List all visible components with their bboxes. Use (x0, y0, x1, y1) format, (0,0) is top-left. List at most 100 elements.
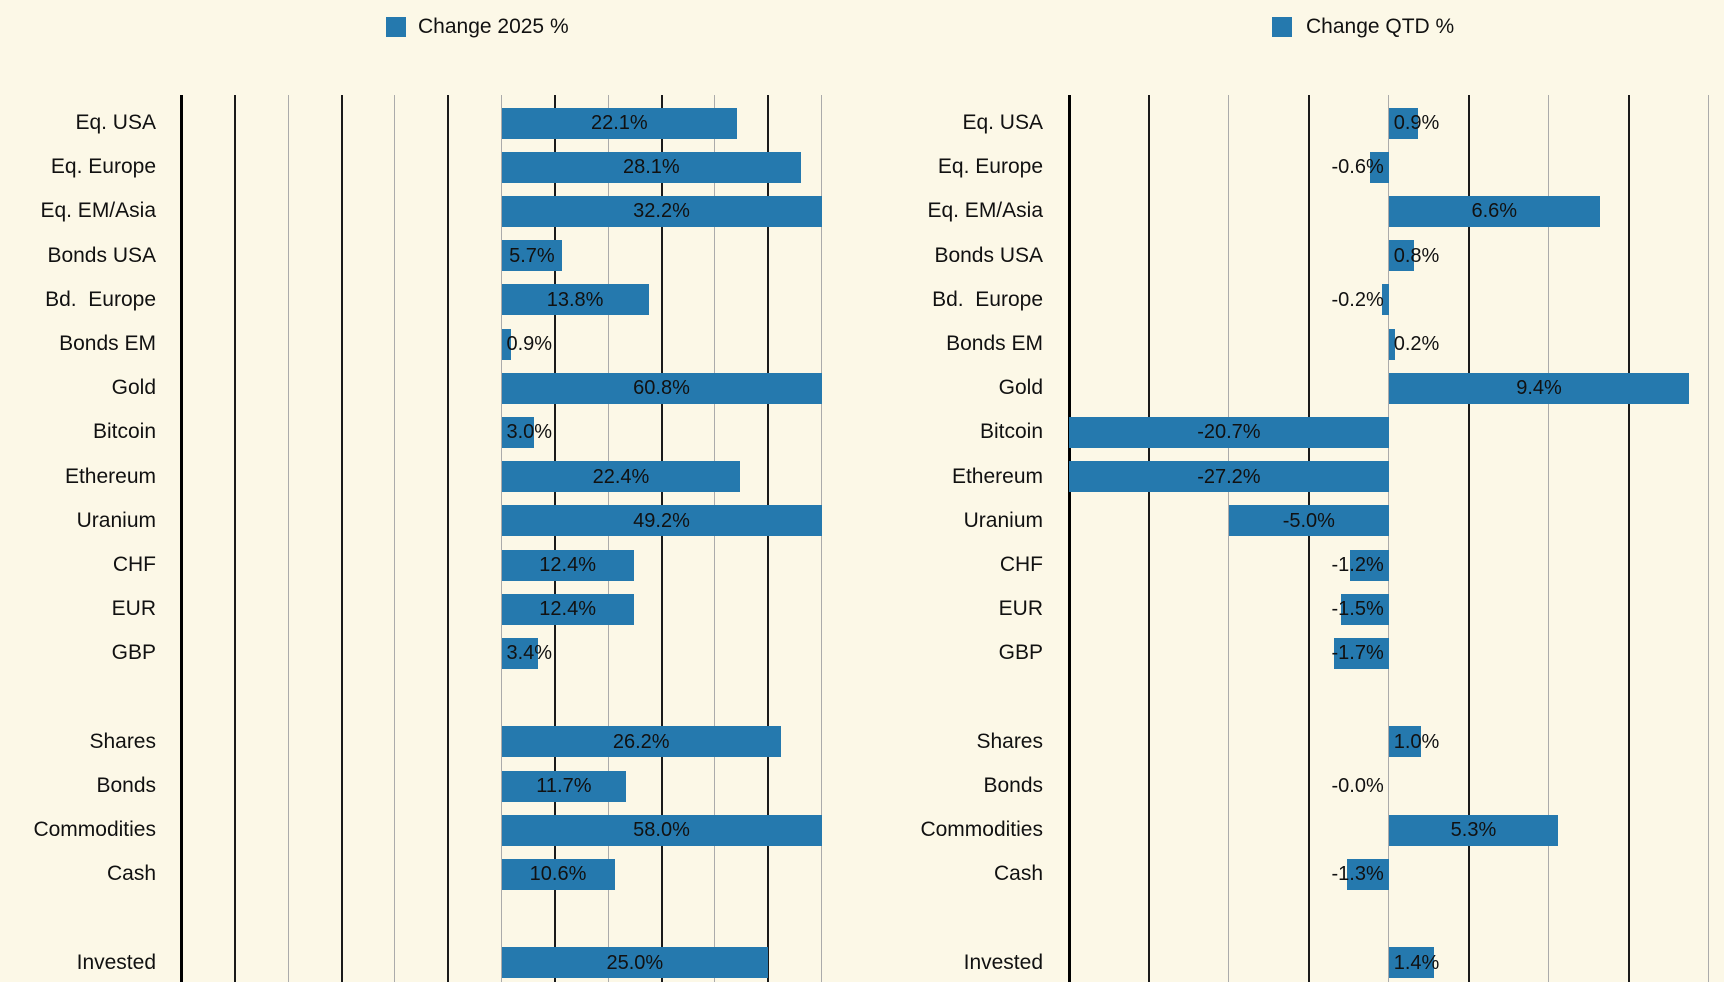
gridline (1708, 95, 1709, 982)
category-label: Bonds EM (946, 332, 1043, 355)
category-label: Eq. EM/Asia (927, 199, 1043, 223)
bar-value-label: -27.2% (1197, 465, 1261, 488)
category-label: GBP (998, 641, 1043, 665)
bar-value-label: -1.3% (1331, 863, 1384, 886)
category-label: Bonds USA (47, 243, 156, 267)
bar-value-label: 11.7% (536, 775, 592, 797)
bar (501, 858, 615, 890)
category-label: Bd. Europe (45, 287, 156, 311)
bar (501, 151, 802, 183)
gridline (233, 95, 236, 982)
gridline (553, 95, 556, 982)
gridline (340, 95, 343, 982)
gridline (607, 95, 609, 982)
bar (1382, 284, 1389, 316)
gridline (1467, 95, 1470, 982)
gridline (1548, 95, 1550, 982)
category-label: Bd. Europe (932, 287, 1043, 311)
bar-value-label: 1.4% (1393, 951, 1440, 974)
bar-value-label: 58.0% (633, 819, 690, 842)
category-label: Eq. Europe (50, 155, 156, 179)
bar (1388, 195, 1600, 227)
bar (501, 549, 634, 581)
category-label: Eq. USA (962, 111, 1043, 134)
bar-value-label: -5.0% (1282, 509, 1335, 532)
category-label: Invested (963, 950, 1043, 974)
category-label: Uranium (963, 508, 1043, 532)
gridline (394, 95, 396, 982)
bar (501, 372, 822, 404)
bar (1388, 372, 1690, 404)
bar (1388, 328, 1396, 360)
bar (501, 107, 738, 139)
bar-value-label: 25.0% (606, 951, 664, 974)
bar-value-label: 10.6% (529, 863, 587, 886)
bar (501, 328, 512, 360)
category-label: Bonds USA (934, 243, 1043, 267)
category-label: Shares (89, 729, 156, 753)
category-label: Bonds (983, 774, 1043, 797)
bar (1340, 593, 1389, 625)
category-label: Eq. Europe (937, 155, 1043, 179)
legend-label: Change 2025 % (418, 15, 569, 38)
bar-value-label: 0.2% (1393, 333, 1440, 355)
bar (1069, 461, 1389, 493)
bar (501, 195, 822, 227)
bar-value-label: 3.4% (506, 642, 553, 665)
category-label: Bitcoin (979, 420, 1043, 444)
bar-value-label: 5.3% (1450, 819, 1497, 842)
bar (1347, 858, 1389, 890)
bar-value-label: 0.9% (1393, 112, 1440, 134)
bar-value-label: -1.2% (1331, 554, 1384, 576)
gridline (1388, 95, 1390, 982)
bar-value-label: -0.6% (1331, 156, 1384, 179)
category-label: EUR (998, 597, 1043, 621)
bar (1388, 240, 1415, 272)
bar (501, 593, 634, 625)
gridline (180, 95, 183, 982)
gridline (1228, 95, 1230, 982)
category-label: Bitcoin (92, 420, 156, 444)
category-label: Invested (76, 950, 156, 974)
legend-swatch-icon (386, 17, 406, 37)
bar-value-label: -1.7% (1331, 642, 1384, 665)
bar (501, 770, 627, 802)
gridline (447, 95, 450, 982)
bar (1388, 107, 1418, 139)
bar-value-label: 9.4% (1516, 377, 1562, 400)
bar (1228, 505, 1389, 537)
bar-value-label: 12.4% (539, 554, 596, 576)
legend-label: Change QTD % (1306, 15, 1455, 38)
gridline (1307, 95, 1310, 982)
category-label: Eq. USA (75, 111, 156, 134)
category-label: Cash (993, 862, 1043, 886)
bar-value-label: 13.8% (546, 288, 604, 311)
bar (501, 461, 741, 493)
bar-value-label: 3.0% (506, 421, 553, 444)
bar-value-label: -0.2% (1331, 288, 1384, 311)
bar-value-label: -20.7% (1197, 421, 1261, 444)
category-label: GBP (111, 641, 156, 665)
bar-value-label: 60.8% (633, 377, 690, 400)
bar (1388, 947, 1434, 979)
bar (501, 284, 649, 316)
bar (1334, 637, 1389, 669)
gridline (501, 95, 502, 982)
category-label: Bonds EM (59, 332, 156, 355)
category-label: Eq. EM/Asia (40, 199, 156, 223)
bar (501, 814, 822, 846)
gridline (660, 95, 663, 982)
bar-value-label: 0.9% (506, 333, 553, 355)
gridline (287, 95, 289, 982)
category-label: CHF (112, 553, 156, 576)
bar-value-label: 1.0% (1393, 730, 1440, 753)
bar-value-label: 12.4% (539, 598, 596, 621)
gridline (821, 95, 822, 982)
bar (1388, 726, 1421, 758)
bar (1388, 814, 1559, 846)
category-label: EUR (111, 597, 156, 621)
bar (501, 637, 538, 669)
gridline (714, 95, 716, 982)
bar-value-label: 5.7% (509, 244, 555, 267)
